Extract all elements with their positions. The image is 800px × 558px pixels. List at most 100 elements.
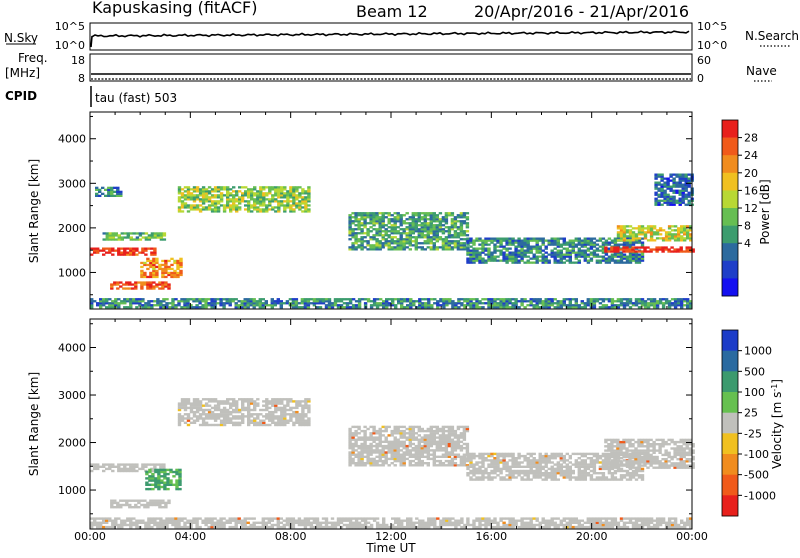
data-cell bbox=[599, 306, 602, 308]
data-cell bbox=[268, 200, 271, 202]
cpid-mode: tau (fast) 503 bbox=[95, 91, 177, 105]
data-cell bbox=[277, 202, 280, 204]
data-cell bbox=[445, 439, 448, 441]
data-cell bbox=[629, 244, 632, 246]
data-cell bbox=[433, 458, 436, 460]
data-cell bbox=[235, 198, 238, 200]
data-cell bbox=[536, 474, 539, 476]
data-cell bbox=[177, 302, 180, 304]
data-cell bbox=[604, 456, 607, 458]
data-cell bbox=[421, 226, 424, 228]
data-cell bbox=[542, 244, 545, 246]
data-cell bbox=[289, 400, 292, 402]
data-cell bbox=[566, 459, 569, 461]
data-cell bbox=[496, 246, 499, 248]
data-cell bbox=[211, 210, 214, 212]
data-cell bbox=[208, 206, 211, 208]
data-cell bbox=[436, 445, 439, 447]
data-cell bbox=[418, 304, 421, 306]
data-cell bbox=[514, 258, 517, 260]
data-cell bbox=[686, 302, 689, 304]
data-cell bbox=[472, 474, 475, 476]
data-cell bbox=[181, 202, 184, 204]
freq-label: Freq. bbox=[18, 51, 48, 65]
data-cell bbox=[469, 238, 472, 240]
data-cell bbox=[551, 300, 554, 302]
data-cell bbox=[360, 454, 363, 456]
data-cell bbox=[238, 206, 241, 208]
data-cell bbox=[466, 216, 469, 218]
data-cell bbox=[366, 428, 369, 430]
data-cell bbox=[379, 436, 382, 438]
data-cell bbox=[631, 454, 634, 456]
data-cell bbox=[354, 240, 357, 242]
data-cell bbox=[360, 445, 363, 447]
data-cell bbox=[587, 260, 590, 262]
data-cell bbox=[193, 196, 196, 198]
data-cell bbox=[442, 302, 445, 304]
data-cell bbox=[184, 400, 187, 402]
data-cell bbox=[143, 506, 146, 508]
data-cell bbox=[379, 246, 382, 248]
data-cell bbox=[235, 298, 238, 300]
data-cell bbox=[599, 461, 602, 463]
data-cell bbox=[548, 240, 551, 242]
data-cell bbox=[210, 300, 213, 302]
data-cell bbox=[421, 230, 424, 232]
data-cell bbox=[508, 238, 511, 240]
data-cell bbox=[560, 302, 563, 304]
data-cell bbox=[259, 186, 262, 188]
data-cell bbox=[214, 413, 217, 415]
data-cell bbox=[620, 227, 623, 229]
data-cell bbox=[412, 228, 415, 230]
data-cell bbox=[217, 402, 220, 404]
data-cell bbox=[161, 260, 164, 262]
data-cell bbox=[244, 186, 247, 188]
data-cell bbox=[593, 298, 596, 300]
data-cell bbox=[244, 208, 247, 210]
data-cell bbox=[629, 478, 632, 480]
data-cell bbox=[366, 214, 369, 216]
data-cell bbox=[424, 443, 427, 445]
data-cell bbox=[375, 216, 378, 218]
data-cell bbox=[277, 206, 280, 208]
data-cell bbox=[375, 248, 378, 250]
data-cell bbox=[214, 194, 217, 196]
data-cell bbox=[304, 192, 307, 194]
data-cell bbox=[674, 237, 677, 239]
data-cell bbox=[369, 214, 372, 216]
data-cell bbox=[193, 398, 196, 400]
data-cell bbox=[424, 302, 427, 304]
data-cell bbox=[545, 298, 548, 300]
data-cell bbox=[628, 467, 631, 469]
data-cell bbox=[412, 430, 415, 432]
data-cell bbox=[448, 430, 451, 432]
data-cell bbox=[202, 192, 205, 194]
data-cell bbox=[265, 198, 268, 200]
data-cell bbox=[496, 463, 499, 465]
data-cell bbox=[181, 196, 184, 198]
data-cell bbox=[238, 208, 241, 210]
data-cell bbox=[238, 398, 241, 400]
data-cell bbox=[406, 439, 409, 441]
data-cell bbox=[662, 306, 665, 308]
data-cell bbox=[187, 188, 190, 190]
data-cell bbox=[375, 228, 378, 230]
data-cell bbox=[247, 400, 250, 402]
data-cell bbox=[660, 186, 663, 188]
data-cell bbox=[250, 210, 253, 212]
data-cell bbox=[641, 298, 644, 300]
power-data-cells bbox=[90, 174, 695, 309]
data-cell bbox=[250, 304, 253, 306]
data-cell bbox=[418, 456, 421, 458]
data-cell bbox=[536, 476, 539, 478]
data-cell bbox=[265, 204, 268, 206]
data-cell bbox=[610, 248, 613, 250]
data-cell bbox=[599, 457, 602, 459]
data-cell bbox=[686, 229, 689, 231]
data-cell bbox=[348, 232, 351, 234]
data-cell bbox=[658, 246, 661, 248]
data-cell bbox=[499, 254, 502, 256]
data-cell bbox=[122, 504, 125, 506]
data-cell bbox=[211, 417, 214, 419]
